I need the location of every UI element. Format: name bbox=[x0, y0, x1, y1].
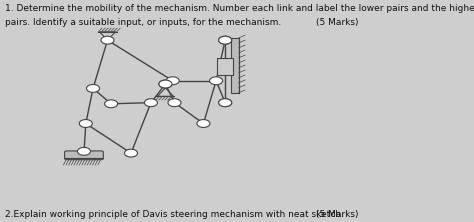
FancyBboxPatch shape bbox=[64, 151, 103, 160]
Text: 2.Explain working principle of Davis steering mechanism with neat sketch.: 2.Explain working principle of Davis ste… bbox=[5, 210, 344, 219]
Circle shape bbox=[219, 36, 232, 44]
Circle shape bbox=[210, 77, 223, 85]
Circle shape bbox=[77, 147, 91, 155]
Circle shape bbox=[219, 99, 232, 107]
Circle shape bbox=[159, 80, 172, 88]
Circle shape bbox=[166, 77, 179, 85]
Circle shape bbox=[79, 120, 92, 127]
Text: 1. Determine the mobility of the mechanism. Number each link and label the lower: 1. Determine the mobility of the mechani… bbox=[5, 4, 474, 13]
Circle shape bbox=[219, 36, 232, 44]
Circle shape bbox=[105, 100, 118, 108]
Text: (5 Marks): (5 Marks) bbox=[316, 18, 358, 27]
Circle shape bbox=[145, 99, 157, 107]
Text: pairs. Identify a suitable input, or inputs, for the mechanism.: pairs. Identify a suitable input, or inp… bbox=[5, 18, 281, 27]
Circle shape bbox=[86, 84, 100, 92]
Circle shape bbox=[125, 149, 137, 157]
Circle shape bbox=[219, 99, 232, 107]
Circle shape bbox=[168, 99, 181, 107]
Bar bbox=[217, 58, 233, 75]
Circle shape bbox=[101, 36, 114, 44]
Circle shape bbox=[197, 120, 210, 127]
Bar bbox=[230, 38, 238, 93]
Circle shape bbox=[159, 80, 172, 88]
Text: (5 Marks): (5 Marks) bbox=[316, 210, 358, 219]
